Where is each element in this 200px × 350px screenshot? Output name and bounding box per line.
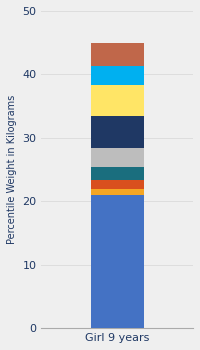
Bar bbox=[91, 116, 144, 148]
Bar bbox=[91, 195, 144, 328]
Bar bbox=[91, 167, 144, 180]
Bar bbox=[91, 85, 144, 116]
Bar bbox=[91, 148, 144, 167]
Bar bbox=[91, 65, 144, 85]
Bar bbox=[91, 43, 144, 65]
Bar bbox=[91, 180, 144, 189]
Y-axis label: Percentile Weight in Kilograms: Percentile Weight in Kilograms bbox=[7, 95, 17, 244]
Bar bbox=[91, 189, 144, 195]
